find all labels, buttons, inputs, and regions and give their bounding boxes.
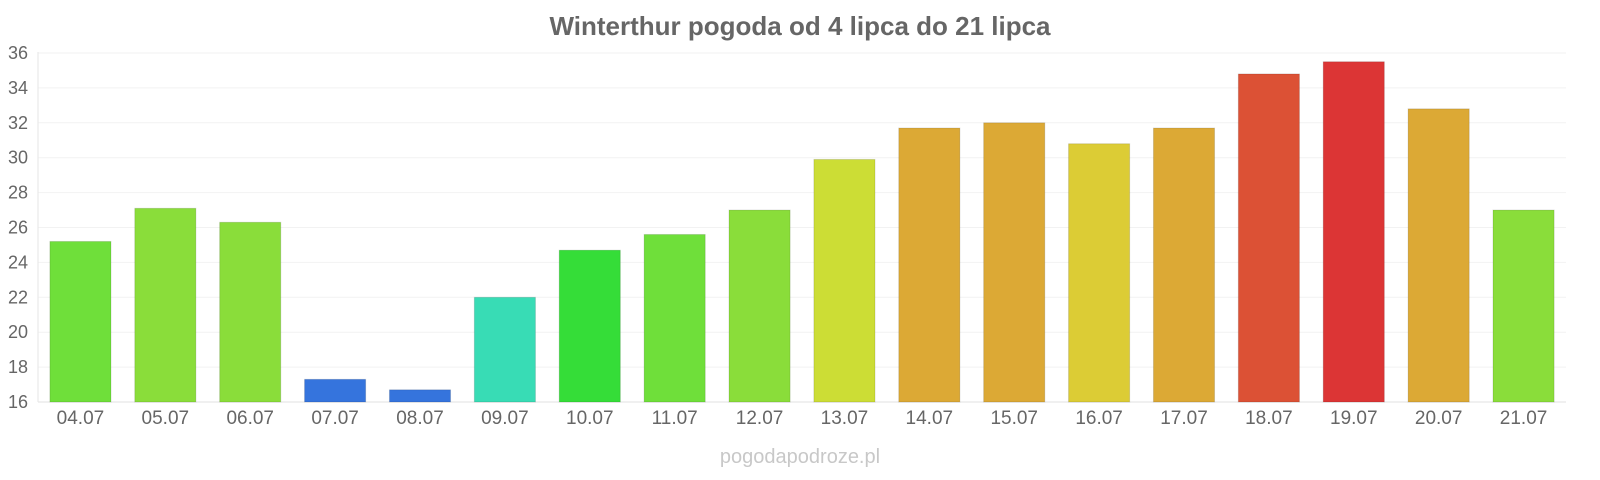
bar-08.07 [388,389,452,403]
y-tick-label: 34 [8,78,28,98]
x-tick-label: 04.07 [57,408,105,429]
bar-11.07 [643,233,706,403]
bar-05.07 [134,207,197,403]
x-tick-label: 05.07 [142,408,190,429]
bar-10.07 [558,249,621,403]
x-tick-label: 16.07 [1075,408,1123,429]
y-tick-label: 18 [8,357,28,377]
y-tick-label: 32 [8,113,28,133]
bar-09.07 [473,296,536,403]
bar-19.07 [1322,61,1385,403]
bar-13.07 [813,158,876,403]
x-tick-label: 21.07 [1500,408,1548,429]
chart-title: Winterthur pogoda od 4 lipca do 21 lipca [549,11,1051,41]
y-tick-label: 20 [8,322,28,342]
bar-20.07 [1407,108,1470,403]
x-tick-label: 19.07 [1330,408,1378,429]
y-tick-label: 36 [8,43,28,63]
y-tick-label: 24 [8,252,28,272]
bar-16.07 [1068,143,1131,403]
x-tick-label: 20.07 [1415,408,1463,429]
x-tick-label: 15.07 [990,408,1038,429]
watermark: pogodapodroze.pl [720,446,880,468]
bar-14.07 [898,127,961,403]
x-tick-label: 07.07 [311,408,359,429]
y-tick-label: 28 [8,183,28,203]
x-tick-label: 08.07 [396,408,444,429]
x-tick-label: 11.07 [652,408,698,429]
x-tick-label: 10.07 [566,408,614,429]
y-tick-label: 16 [8,392,28,412]
grid-lines [38,52,1566,403]
bars [49,61,1555,403]
x-tick-label: 18.07 [1245,408,1293,429]
bar-17.07 [1152,127,1216,403]
bar-06.07 [219,221,282,403]
y-tick-label: 26 [8,218,28,238]
y-tick-label: 22 [8,287,28,307]
x-tick-label: 14.07 [906,408,954,429]
x-axis-ticks: 04.07 05.07 06.07 07.07 08.07 09.07 10.07 11.07… [57,408,1548,429]
bar-21.07 [1492,209,1555,403]
bar-15.07 [983,122,1046,403]
bar-18.07 [1237,73,1300,403]
x-tick-label: 06.07 [226,408,274,429]
x-tick-label: 12.07 [736,408,784,429]
y-tick-label: 30 [8,148,28,168]
y-axis-ticks: 16 18 20 22 24 26 28 30 32 34 36 [8,43,28,412]
x-tick-label: 17.07 [1160,408,1208,429]
bar-04.07 [49,240,112,403]
bar-07.07 [304,378,367,403]
bar-12.07 [728,209,791,403]
x-tick-label: 09.07 [481,408,529,429]
x-tick-label: 13.07 [821,408,869,429]
